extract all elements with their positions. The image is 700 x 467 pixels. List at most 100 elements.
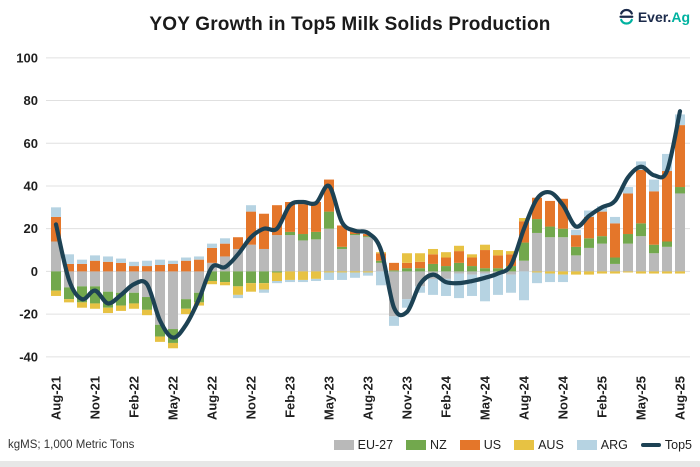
bar-segment-eu27 xyxy=(155,271,165,325)
bar-segment-nz xyxy=(506,266,516,272)
y-tick-label: 40 xyxy=(24,178,38,193)
y-tick-label: 0 xyxy=(31,264,38,279)
bar-segment-arg xyxy=(467,274,477,296)
bar-segment-eu27 xyxy=(168,271,178,330)
bar-segment-arg xyxy=(311,278,321,282)
x-tick-label: May-22 xyxy=(166,376,181,420)
bar-segment-eu27 xyxy=(506,271,516,275)
legend-swatch-eu27 xyxy=(333,439,354,450)
bar-segment-us xyxy=(480,250,490,269)
bar-segment-aus xyxy=(610,271,620,274)
legend-swatch-nz xyxy=(406,439,427,450)
bar-segment-eu27 xyxy=(584,247,594,272)
bar-segment-aus xyxy=(116,305,126,311)
bar-segment-arg xyxy=(220,238,230,244)
bar-segment-nz xyxy=(207,271,217,282)
bar-segment-us xyxy=(649,191,659,245)
bar-segment-arg xyxy=(402,299,412,308)
bar-segment-aus xyxy=(441,252,451,258)
logo-text: Ever.Ag xyxy=(638,9,690,25)
legend-label: ARG xyxy=(600,437,628,452)
x-tick-label: Aug-24 xyxy=(517,375,532,420)
bar-segment-nz xyxy=(233,271,243,287)
bar-segment-aus xyxy=(259,283,269,290)
bar-segment-eu27 xyxy=(181,271,191,300)
legend-swatch-top5 xyxy=(640,442,661,447)
bar-segment-eu27 xyxy=(571,255,581,272)
bar-segment-eu27 xyxy=(662,246,672,272)
bar-segment-aus xyxy=(480,244,490,251)
bar-segment-nz xyxy=(402,268,412,272)
bar-segment-aus xyxy=(571,271,581,275)
bar-segment-us xyxy=(259,213,269,249)
legend-label: EU-27 xyxy=(357,437,394,452)
bar-segment-nz xyxy=(584,238,594,248)
bar-segment-us xyxy=(311,201,321,232)
bar-segment-nz xyxy=(441,266,451,272)
bar-segment-aus xyxy=(675,271,685,274)
bar-segment-eu27 xyxy=(454,271,464,274)
bar-segment-arg xyxy=(298,279,308,283)
bar-segment-eu27 xyxy=(402,271,412,300)
top5-line xyxy=(53,109,683,340)
bar-segment-nz xyxy=(142,297,152,310)
legend-label: US xyxy=(483,437,502,452)
bar-segment-us xyxy=(545,200,555,227)
x-tick-label: Nov-23 xyxy=(400,376,415,419)
legend-item-nz: NZ xyxy=(406,438,447,452)
logo-text-accent: Ag xyxy=(671,8,690,25)
bar-segment-aus xyxy=(90,303,100,309)
bar-segment-arg xyxy=(519,271,529,301)
bar-segment-aus xyxy=(77,302,87,308)
bar-segment-aus xyxy=(324,271,334,273)
x-tick-label: Nov-22 xyxy=(244,376,259,419)
bar-segment-us xyxy=(402,262,412,269)
bar-segment-eu27 xyxy=(675,193,685,272)
bar-segment-nz xyxy=(90,286,100,304)
bar-segment-us xyxy=(662,171,672,242)
bar-segment-eu27 xyxy=(389,271,399,317)
x-tick-label: Nov-24 xyxy=(556,375,571,419)
bar-segment-aus xyxy=(649,271,659,274)
bar-segment-arg xyxy=(324,272,334,280)
bar-segment-arg xyxy=(90,255,100,261)
x-tick-label: Nov-21 xyxy=(88,376,103,419)
x-tick-label: Aug-25 xyxy=(673,376,688,420)
x-tick-label: May-23 xyxy=(322,376,337,420)
bar-segment-aus xyxy=(350,271,360,273)
bar-segment-us xyxy=(493,255,503,269)
bar-segment-eu27 xyxy=(272,235,282,272)
bar-segment-arg xyxy=(571,229,581,236)
chart-legend: EU-27 NZ US AUS ARG Top5 xyxy=(333,437,692,452)
y-tick-label: 80 xyxy=(24,93,38,108)
bar-segment-nz xyxy=(480,268,490,272)
bar-segment-arg xyxy=(428,278,438,295)
bar-segment-arg xyxy=(233,294,243,299)
bar-segment-us xyxy=(324,179,334,212)
bar-segment-aus xyxy=(584,271,594,275)
bar-segment-arg xyxy=(415,286,425,293)
legend-label: AUS xyxy=(538,437,564,452)
bar-segment-nz xyxy=(324,211,334,229)
bar-segment-aus xyxy=(142,309,152,316)
x-tick-label: Aug-21 xyxy=(49,376,64,420)
bar-segment-aus xyxy=(363,271,373,273)
bar-segment-us xyxy=(181,260,191,272)
bar-segment-eu27 xyxy=(51,241,61,272)
units-footnote: kgMS; 1,000 Metric Tons xyxy=(8,438,135,451)
y-tick-label: -20 xyxy=(19,307,38,322)
legend-label: Top5 xyxy=(664,437,692,452)
bar-segment-arg xyxy=(532,272,542,284)
footer-row: kgMS; 1,000 Metric Tons EU-27 NZ US AUS ARG T… xyxy=(0,430,700,459)
y-tick-label: 60 xyxy=(24,136,38,151)
bar-segment-nz xyxy=(428,263,438,272)
bar-segment-nz xyxy=(610,257,620,264)
bar-segment-aus xyxy=(155,336,165,342)
bar-segment-arg xyxy=(194,256,204,260)
bar-segment-aus xyxy=(181,308,191,315)
bar-segment-nz xyxy=(246,271,256,284)
bar-segment-nz xyxy=(181,299,191,309)
legend-swatch-us xyxy=(459,439,480,450)
bar-segment-eu27 xyxy=(298,240,308,272)
bar-segment-aus xyxy=(246,283,256,292)
